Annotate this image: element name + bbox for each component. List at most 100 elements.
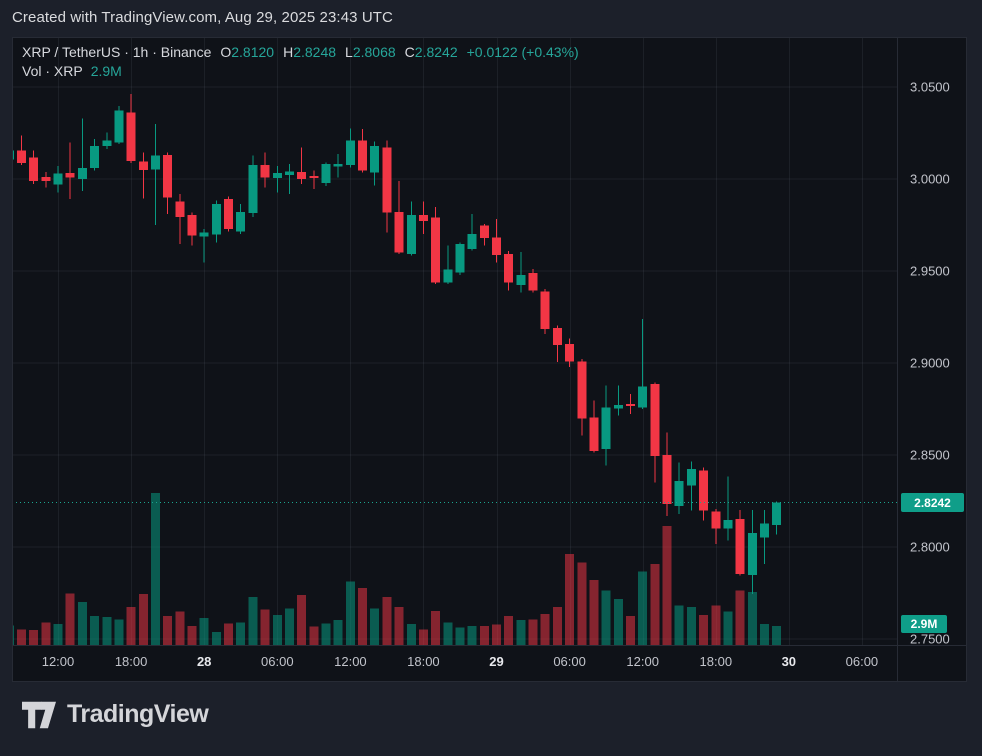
candle-wick	[690, 461, 692, 511]
candle-body	[662, 455, 672, 504]
volume-bar	[662, 525, 672, 645]
candle-body	[699, 470, 709, 511]
candle-body	[674, 480, 684, 506]
price-chart-pane[interactable]: 3.0500 3.0000 2.9500 2.9000 2.8500 2.8000 2.75…	[12, 37, 967, 682]
tradingview-logo[interactable]: TradingView	[22, 700, 209, 729]
candle-body	[686, 469, 696, 486]
volume-bar	[236, 622, 246, 645]
candle-body	[735, 519, 745, 574]
price-tick-label: 2.8000	[910, 540, 950, 555]
price-change: +0.0122 (+0.43%)	[466, 44, 579, 60]
volume-bar	[650, 563, 660, 645]
low-value: 2.8068	[352, 44, 396, 60]
volume-bar	[455, 627, 465, 645]
candle-body	[370, 146, 380, 173]
legend-ohlc-row: XRP / TetherUS · 1h · Binance O2.8120 H2.8…	[22, 43, 579, 62]
volume-bar	[199, 618, 209, 645]
candle-body	[382, 147, 392, 213]
volume-bar	[382, 597, 392, 645]
candle-body	[53, 173, 63, 185]
volume-bar	[772, 626, 782, 645]
candle-body	[114, 110, 124, 143]
candle-body	[613, 405, 623, 409]
volume-bar	[53, 624, 63, 645]
time-tick-label: 18:00	[407, 654, 440, 669]
candle-body	[321, 163, 331, 183]
candle-body	[528, 273, 538, 291]
candle-wick	[301, 147, 303, 184]
candle-wick	[155, 124, 156, 225]
candle-body	[772, 502, 782, 525]
volume-bar	[735, 590, 745, 645]
candle-body	[638, 386, 648, 408]
candle-body	[345, 140, 355, 165]
volume-bar	[114, 619, 124, 645]
candle-body	[29, 157, 39, 181]
volume-badge: 2.9M	[901, 615, 947, 633]
time-tick-label: 06:00	[261, 654, 294, 669]
symbol-title[interactable]: XRP / TetherUS · 1h · Binance	[22, 44, 212, 60]
candle-body	[589, 417, 599, 451]
volume-bar	[552, 607, 562, 645]
candle-wick	[289, 163, 290, 195]
volume-bar	[175, 611, 185, 645]
volume-bar	[77, 601, 87, 645]
volume-bar	[394, 607, 404, 645]
volume-bar	[431, 610, 441, 645]
candle-body	[260, 165, 270, 178]
volume-value: 2.9M	[90, 63, 122, 79]
candle-body	[297, 172, 307, 179]
candle-wick	[276, 165, 278, 193]
candle-body	[248, 165, 258, 213]
time-tick-label: 18:00	[115, 654, 148, 669]
candle-body	[723, 519, 733, 529]
candle-body	[333, 163, 343, 167]
time-tick-label: 30	[782, 654, 796, 669]
candle-body	[272, 172, 282, 179]
candle-body	[285, 171, 294, 175]
time-tick-label: 29	[489, 654, 503, 669]
volume-bar	[65, 593, 75, 645]
candle-body	[565, 344, 575, 362]
volume-bar	[163, 616, 173, 645]
volume-bar	[492, 624, 501, 645]
candle-body	[577, 361, 587, 419]
time-tick-label: 06:00	[846, 654, 879, 669]
price-tick-label: 2.8500	[910, 448, 950, 463]
candle-body	[102, 140, 112, 147]
candle-wick	[727, 476, 729, 541]
candle-wick	[471, 214, 473, 251]
volume-bar	[321, 623, 331, 645]
candle-body	[151, 155, 160, 170]
candle-body	[138, 161, 148, 170]
volume-bar	[406, 624, 416, 645]
volume-bar	[613, 599, 623, 645]
candle-wick	[617, 385, 619, 416]
candle-body	[540, 291, 550, 329]
volume-bar	[699, 614, 709, 645]
price-tick-label: 3.0000	[910, 172, 950, 187]
volume-bar	[102, 616, 112, 645]
volume-bar	[90, 616, 100, 645]
last-price-badge: 2.8242	[901, 493, 964, 512]
tradingview-logo-icon	[22, 701, 56, 728]
volume-bar	[211, 631, 221, 645]
volume-bar	[443, 622, 453, 645]
candle-body	[747, 533, 757, 575]
candle-wick	[447, 245, 449, 285]
volume-bar	[248, 597, 258, 645]
volume-bar	[358, 588, 367, 645]
price-tick-label: 3.0500	[910, 80, 950, 95]
candle-wick	[642, 319, 644, 409]
open-label: O	[220, 44, 232, 60]
volume-bar	[260, 609, 270, 645]
low-label: L	[345, 44, 353, 60]
volume-bar	[272, 614, 282, 645]
volume-label: Vol · XRP	[22, 63, 83, 79]
candle-body	[224, 199, 234, 230]
volume-bar	[528, 619, 538, 645]
candle-body	[455, 244, 465, 273]
volume-bar	[760, 624, 769, 645]
time-tick-label: 12:00	[42, 654, 75, 669]
